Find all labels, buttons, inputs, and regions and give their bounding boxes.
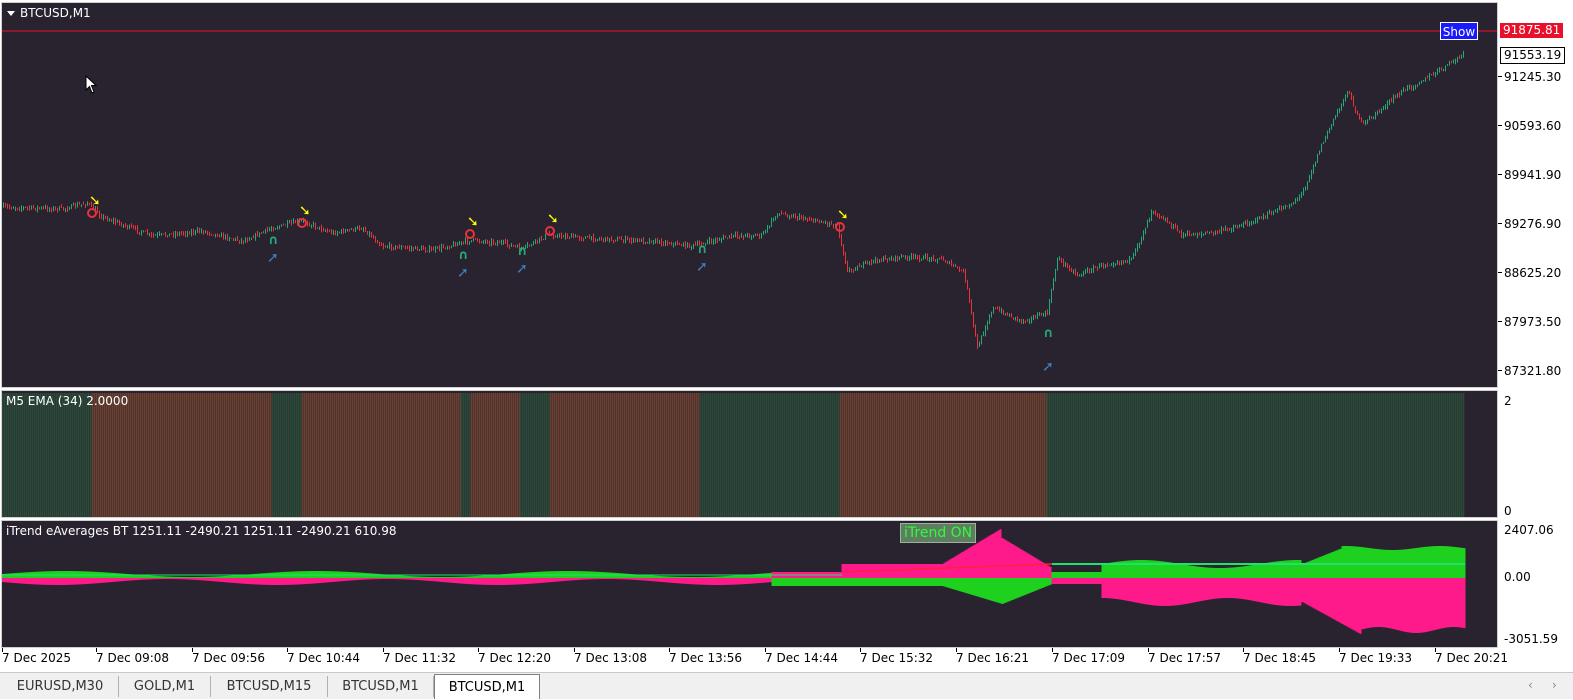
sell-signal-marker [835,222,845,232]
itrend-histogram [2,529,1466,634]
ask-price-tag: 91875.81 [1500,23,1564,38]
buy-signal-marker: ∩ [517,244,528,259]
sell-signal-marker [545,226,555,236]
mouse-pointer-icon [85,75,98,94]
bid-price-tag: 91553.19 [1500,47,1566,64]
ema-axis-label: 0 [1504,504,1512,518]
buy-arrow-icon: ➚ [267,250,279,266]
time-axis-label: 7 Dec 10:44 [287,651,361,665]
price-chart-pane[interactable]: ➘ ➘ ➘ ➘ ➘ ∩ ➚ ∩ ➚ ∩ ➚ ∩ ➚ ∩ ➚ BTCUSD,M1 Show [1,2,1498,388]
time-axis-label: 7 Dec 12:20 [478,651,552,665]
itrend-indicator-title: iTrend eAverages BT 1251.11 -2490.21 125… [6,524,397,538]
itrend-status-badge[interactable]: iTrend ON [900,523,977,543]
itrend-axis[interactable]: 2407.06 0.00 -3051.59 [1498,520,1573,648]
time-axis-label: 7 Dec 2025 [2,651,72,665]
tab-btcusd-m15[interactable]: BTCUSD,M15 [211,676,328,697]
tab-btcusd-m1[interactable]: BTCUSD,M1 [328,676,434,697]
sell-signal-marker [297,218,307,228]
buy-arrow-icon: ➚ [696,259,708,275]
sell-signal-marker [465,229,475,239]
buy-signal-marker: ∩ [697,242,708,257]
time-axis-label: 7 Dec 09:56 [192,651,266,665]
buy-signal-marker: ∩ [268,233,279,248]
tab-scroll-left-icon[interactable]: ‹ [1528,678,1533,692]
chart-symbol-title: BTCUSD,M1 [20,6,91,20]
time-axis-label: 7 Dec 11:32 [383,651,457,665]
chart-window[interactable]: ➘ ➘ ➘ ➘ ➘ ∩ ➚ ∩ ➚ ∩ ➚ ∩ ➚ ∩ ➚ BTCUSD,M1 Show M5 EMA (3… [0,0,1573,672]
price-axis-label: 90593.60 [1504,119,1562,133]
buy-arrow-icon: ➚ [1042,359,1054,375]
ema-block [470,393,521,517]
buy-signal-marker: ∩ [1043,326,1054,341]
itrend-indicator-pane[interactable]: iTrend eAverages BT 1251.11 -2490.21 125… [1,520,1498,648]
tab-gold-m1[interactable]: GOLD,M1 [119,676,211,697]
ema-block [1046,393,1465,517]
time-axis-label: 7 Dec 14:44 [765,651,839,665]
itrend-axis-label: 0.00 [1504,570,1531,584]
collapse-arrow-icon[interactable] [7,11,15,16]
ema-block [699,393,840,517]
time-axis-label: 7 Dec 13:56 [669,651,743,665]
ema-block [2,393,92,517]
ema-axis-label: 2 [1504,394,1512,408]
buy-signal-marker: ∩ [458,248,469,263]
time-axis-label: 7 Dec 13:08 [574,651,648,665]
time-axis-label: 7 Dec 17:57 [1148,651,1222,665]
price-axis[interactable]: 91875.81 91553.19 91245.30 90593.60 8994… [1498,2,1573,388]
itrend-axis-label: 2407.06 [1504,523,1554,537]
buy-arrow-icon: ➚ [516,261,528,277]
tab-btcusd-m1-active[interactable]: BTCUSD,M1 [434,674,540,699]
time-axis[interactable]: 7 Dec 2025 7 Dec 09:08 7 Dec 09:56 7 Dec… [0,648,1573,670]
price-axis-label: 91245.30 [1504,70,1562,84]
ema-block [519,393,550,517]
time-axis-label: 7 Dec 18:45 [1243,651,1317,665]
itrend-axis-label: -3051.59 [1504,632,1558,646]
ema-block [301,393,462,517]
price-axis-label: 88625.20 [1504,266,1562,280]
sell-arrow-icon: ➘ [299,203,311,219]
ema-block [271,393,302,517]
sell-arrow-icon: ➘ [89,193,101,209]
ema-block [91,393,272,517]
chart-tab-bar: EURUSD,M30 GOLD,M1 BTCUSD,M15 BTCUSD,M1 … [0,672,1573,699]
sell-signal-marker [87,208,97,218]
sell-arrow-icon: ➘ [467,214,479,230]
ema-block [460,393,471,517]
itrend-red-line [841,563,1053,573]
ema-indicator-title: M5 EMA (34) 2.0000 [6,394,129,408]
ema-axis[interactable]: 2 0 [1498,390,1573,518]
candlestick-chart[interactable]: ➘ ➘ ➘ ➘ ➘ ∩ ➚ ∩ ➚ ∩ ➚ ∩ ➚ ∩ ➚ [2,3,1498,388]
price-axis-label: 87973.50 [1504,315,1562,329]
ema-histogram [2,393,1465,517]
ema-block [839,393,1048,517]
ema-block [549,393,700,517]
price-axis-label: 89276.90 [1504,217,1562,231]
tab-scroll-right-icon[interactable]: › [1552,678,1557,692]
sell-arrow-icon: ➘ [837,207,849,223]
time-axis-label: 7 Dec 19:33 [1339,651,1413,665]
buy-arrow-icon: ➚ [457,265,469,281]
time-axis-label: 7 Dec 15:32 [860,651,934,665]
show-button[interactable]: Show [1440,22,1478,40]
price-axis-label: 89941.90 [1504,168,1562,182]
time-axis-label: 7 Dec 09:08 [96,651,170,665]
time-axis-label: 7 Dec 17:09 [1052,651,1126,665]
tab-eurusd-m30[interactable]: EURUSD,M30 [2,676,119,697]
ema-indicator-pane[interactable]: M5 EMA (34) 2.0000 [1,390,1498,518]
time-axis-label: 7 Dec 20:21 [1435,651,1509,665]
price-axis-label: 87321.80 [1504,364,1562,378]
sell-arrow-icon: ➘ [547,211,559,227]
time-axis-label: 7 Dec 16:21 [956,651,1030,665]
